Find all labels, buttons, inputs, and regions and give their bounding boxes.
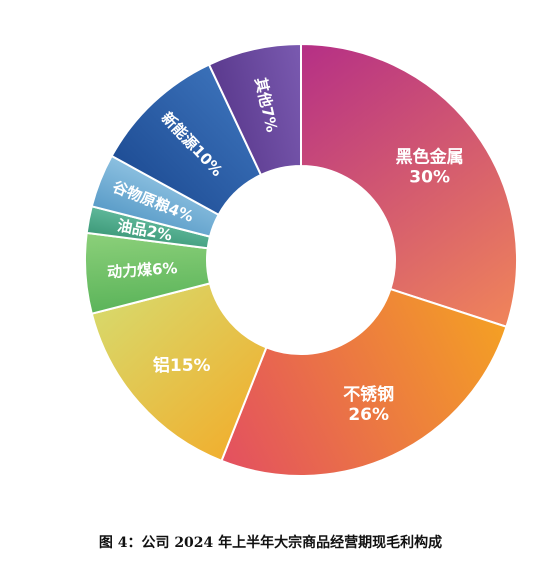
- chart-labels: 黑色金属 30%不锈钢 26%铝15%动力煤6%油品2%谷物原粮4%新能源10%其他…: [107, 76, 464, 425]
- slice-8: [207, 42, 302, 177]
- slice-label-3: 铝15%: [153, 355, 211, 376]
- slice-label-1: 黑色金属 30%: [396, 146, 464, 187]
- chart-slices: [84, 42, 518, 477]
- donut-chart: 黑色金属 30%不锈钢 26%铝15%动力煤6%油品2%谷物原粮4%新能源10%其他…: [84, 42, 518, 477]
- slice-label-2: 不锈钢 26%: [343, 384, 394, 425]
- slice-1: [300, 42, 518, 329]
- slice-2: [220, 287, 508, 477]
- figure-caption: 图 4：公司 2024 年上半年大宗商品经营期现毛利构成: [98, 535, 443, 551]
- slice-label-4: 动力煤6%: [107, 259, 178, 281]
- slice-3: [90, 282, 268, 463]
